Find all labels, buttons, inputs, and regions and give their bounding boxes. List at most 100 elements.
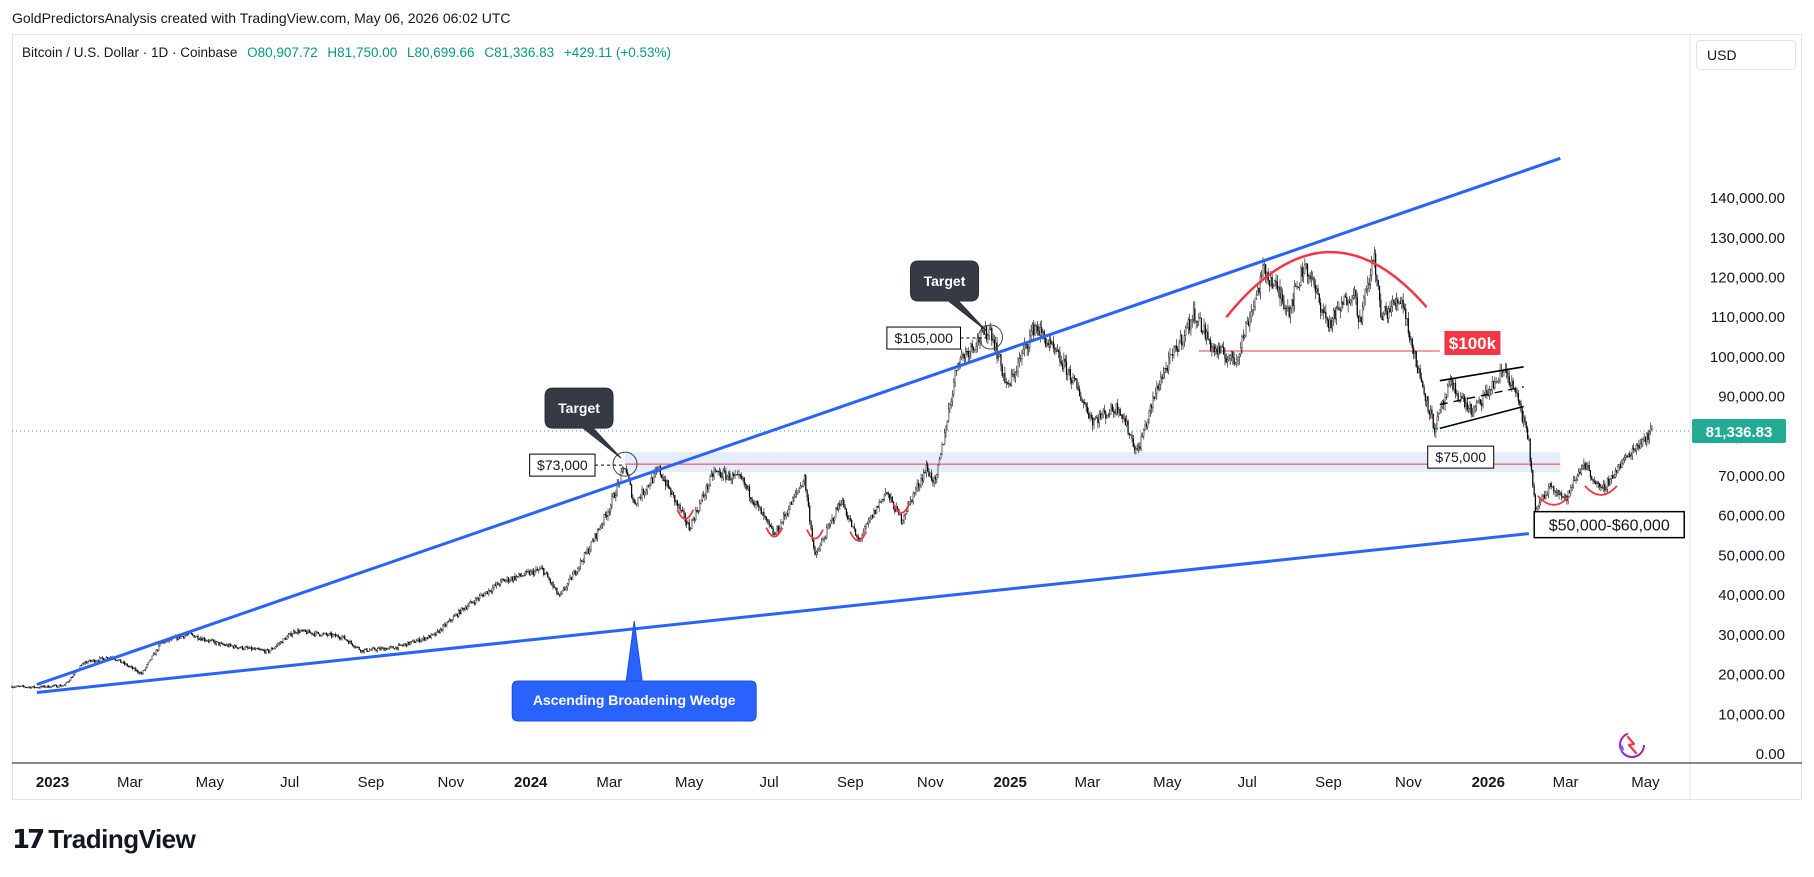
- candle-body: [668, 487, 671, 489]
- channel-mid-line[interactable]: [1439, 385, 1524, 406]
- candle: [873, 508, 875, 518]
- trendlines-layer[interactable]: [36, 156, 1561, 694]
- label-100k[interactable]: $100k: [1444, 330, 1501, 355]
- candle-body: [1578, 471, 1580, 476]
- trendline-upper[interactable]: [36, 156, 1561, 686]
- candle-body: [1223, 347, 1225, 355]
- candle-body: [442, 625, 444, 631]
- candle-body: [1169, 354, 1171, 358]
- candle: [624, 467, 626, 470]
- channel-upper-line[interactable]: [1439, 366, 1524, 382]
- candle: [638, 496, 641, 499]
- candle: [781, 521, 783, 525]
- trendline-lower[interactable]: [36, 532, 1530, 694]
- last-price-tag[interactable]: [1692, 419, 1786, 444]
- candle-body: [915, 488, 917, 494]
- candle: [1407, 312, 1409, 338]
- candle-body: [786, 513, 789, 515]
- candle-body: [555, 587, 557, 589]
- candle: [253, 646, 255, 650]
- candle: [285, 636, 287, 641]
- candle-body: [46, 685, 48, 688]
- candle-body: [375, 649, 377, 651]
- candle: [794, 490, 796, 499]
- candle: [1166, 364, 1168, 374]
- candle: [447, 620, 449, 624]
- candle-body: [1213, 346, 1216, 352]
- candle: [1023, 337, 1026, 357]
- candle: [1597, 480, 1599, 489]
- candle: [89, 659, 92, 663]
- candle: [1068, 366, 1070, 376]
- candle-body: [96, 660, 98, 662]
- candle-body: [1625, 455, 1627, 458]
- candle-body: [370, 649, 372, 651]
- price-tick-label: 40,000.00: [1718, 587, 1785, 604]
- candle: [365, 648, 367, 651]
- candle: [587, 547, 589, 554]
- candle-body: [1040, 327, 1043, 333]
- candle-body: [1034, 325, 1036, 336]
- target-callout[interactable]: Target: [544, 387, 622, 459]
- candle-body: [1271, 277, 1273, 289]
- candle: [1236, 353, 1238, 368]
- candle: [228, 643, 231, 648]
- candle-body: [1378, 285, 1381, 300]
- candle: [1096, 415, 1098, 419]
- candle-body: [408, 641, 410, 645]
- candle-body: [1342, 302, 1344, 305]
- time-tick-label: 2023: [36, 774, 69, 791]
- candle: [771, 522, 773, 529]
- candle-body: [148, 659, 151, 663]
- candle-body: [137, 669, 139, 673]
- price-axis[interactable]: 0.0010,000.0020,000.0030,000.0040,000.00…: [1692, 190, 1786, 763]
- candle-body: [890, 496, 892, 500]
- candle: [317, 632, 320, 635]
- tradingview-logo[interactable]: 17 TradingView: [12, 824, 196, 855]
- candle-body: [1355, 289, 1357, 298]
- legend-symbol[interactable]: Bitcoin / U.S. Dollar · 1D · Coinbase: [22, 45, 238, 60]
- candle-body: [1401, 299, 1403, 304]
- candle-body: [1196, 321, 1199, 323]
- candle-body: [938, 458, 941, 466]
- candle: [224, 644, 227, 647]
- candle-body: [634, 502, 637, 505]
- candle: [57, 686, 59, 688]
- candle: [1487, 388, 1489, 397]
- candle: [755, 500, 757, 510]
- candle: [319, 633, 321, 637]
- candle: [856, 534, 858, 539]
- channel-lower-line[interactable]: [1439, 405, 1524, 430]
- time-axis[interactable]: 2023 Mar May Jul Sep Nov 2024 Mar May Jul Sep Nov 20…: [36, 774, 1660, 791]
- candle-body: [696, 510, 698, 512]
- candle: [1199, 311, 1201, 319]
- candle: [596, 528, 599, 542]
- candle: [1258, 287, 1260, 296]
- candle: [662, 473, 664, 482]
- currency-button[interactable]: USD: [1696, 40, 1796, 70]
- candle-body: [1310, 277, 1313, 280]
- candle: [376, 647, 379, 653]
- candle-body: [1347, 301, 1349, 306]
- candle: [966, 348, 968, 355]
- assistant-spark-icon[interactable]: [1619, 732, 1645, 758]
- candle: [886, 491, 888, 496]
- legend-high: H81,750.00: [327, 45, 398, 60]
- target-callout[interactable]: Target: [910, 260, 987, 332]
- candle: [154, 652, 156, 655]
- candle: [234, 643, 236, 649]
- wedge-callout[interactable]: Ascending Broadening Wedge: [511, 620, 757, 722]
- candle: [460, 607, 462, 615]
- candle: [448, 617, 451, 623]
- candle: [1221, 343, 1223, 348]
- candle: [1061, 359, 1064, 372]
- candle: [151, 655, 153, 661]
- candle: [769, 524, 772, 527]
- candle: [120, 659, 122, 663]
- candle: [1406, 317, 1408, 327]
- candle-body: [1331, 318, 1334, 329]
- candle: [1310, 270, 1313, 287]
- candle: [202, 637, 204, 641]
- candle: [217, 641, 219, 643]
